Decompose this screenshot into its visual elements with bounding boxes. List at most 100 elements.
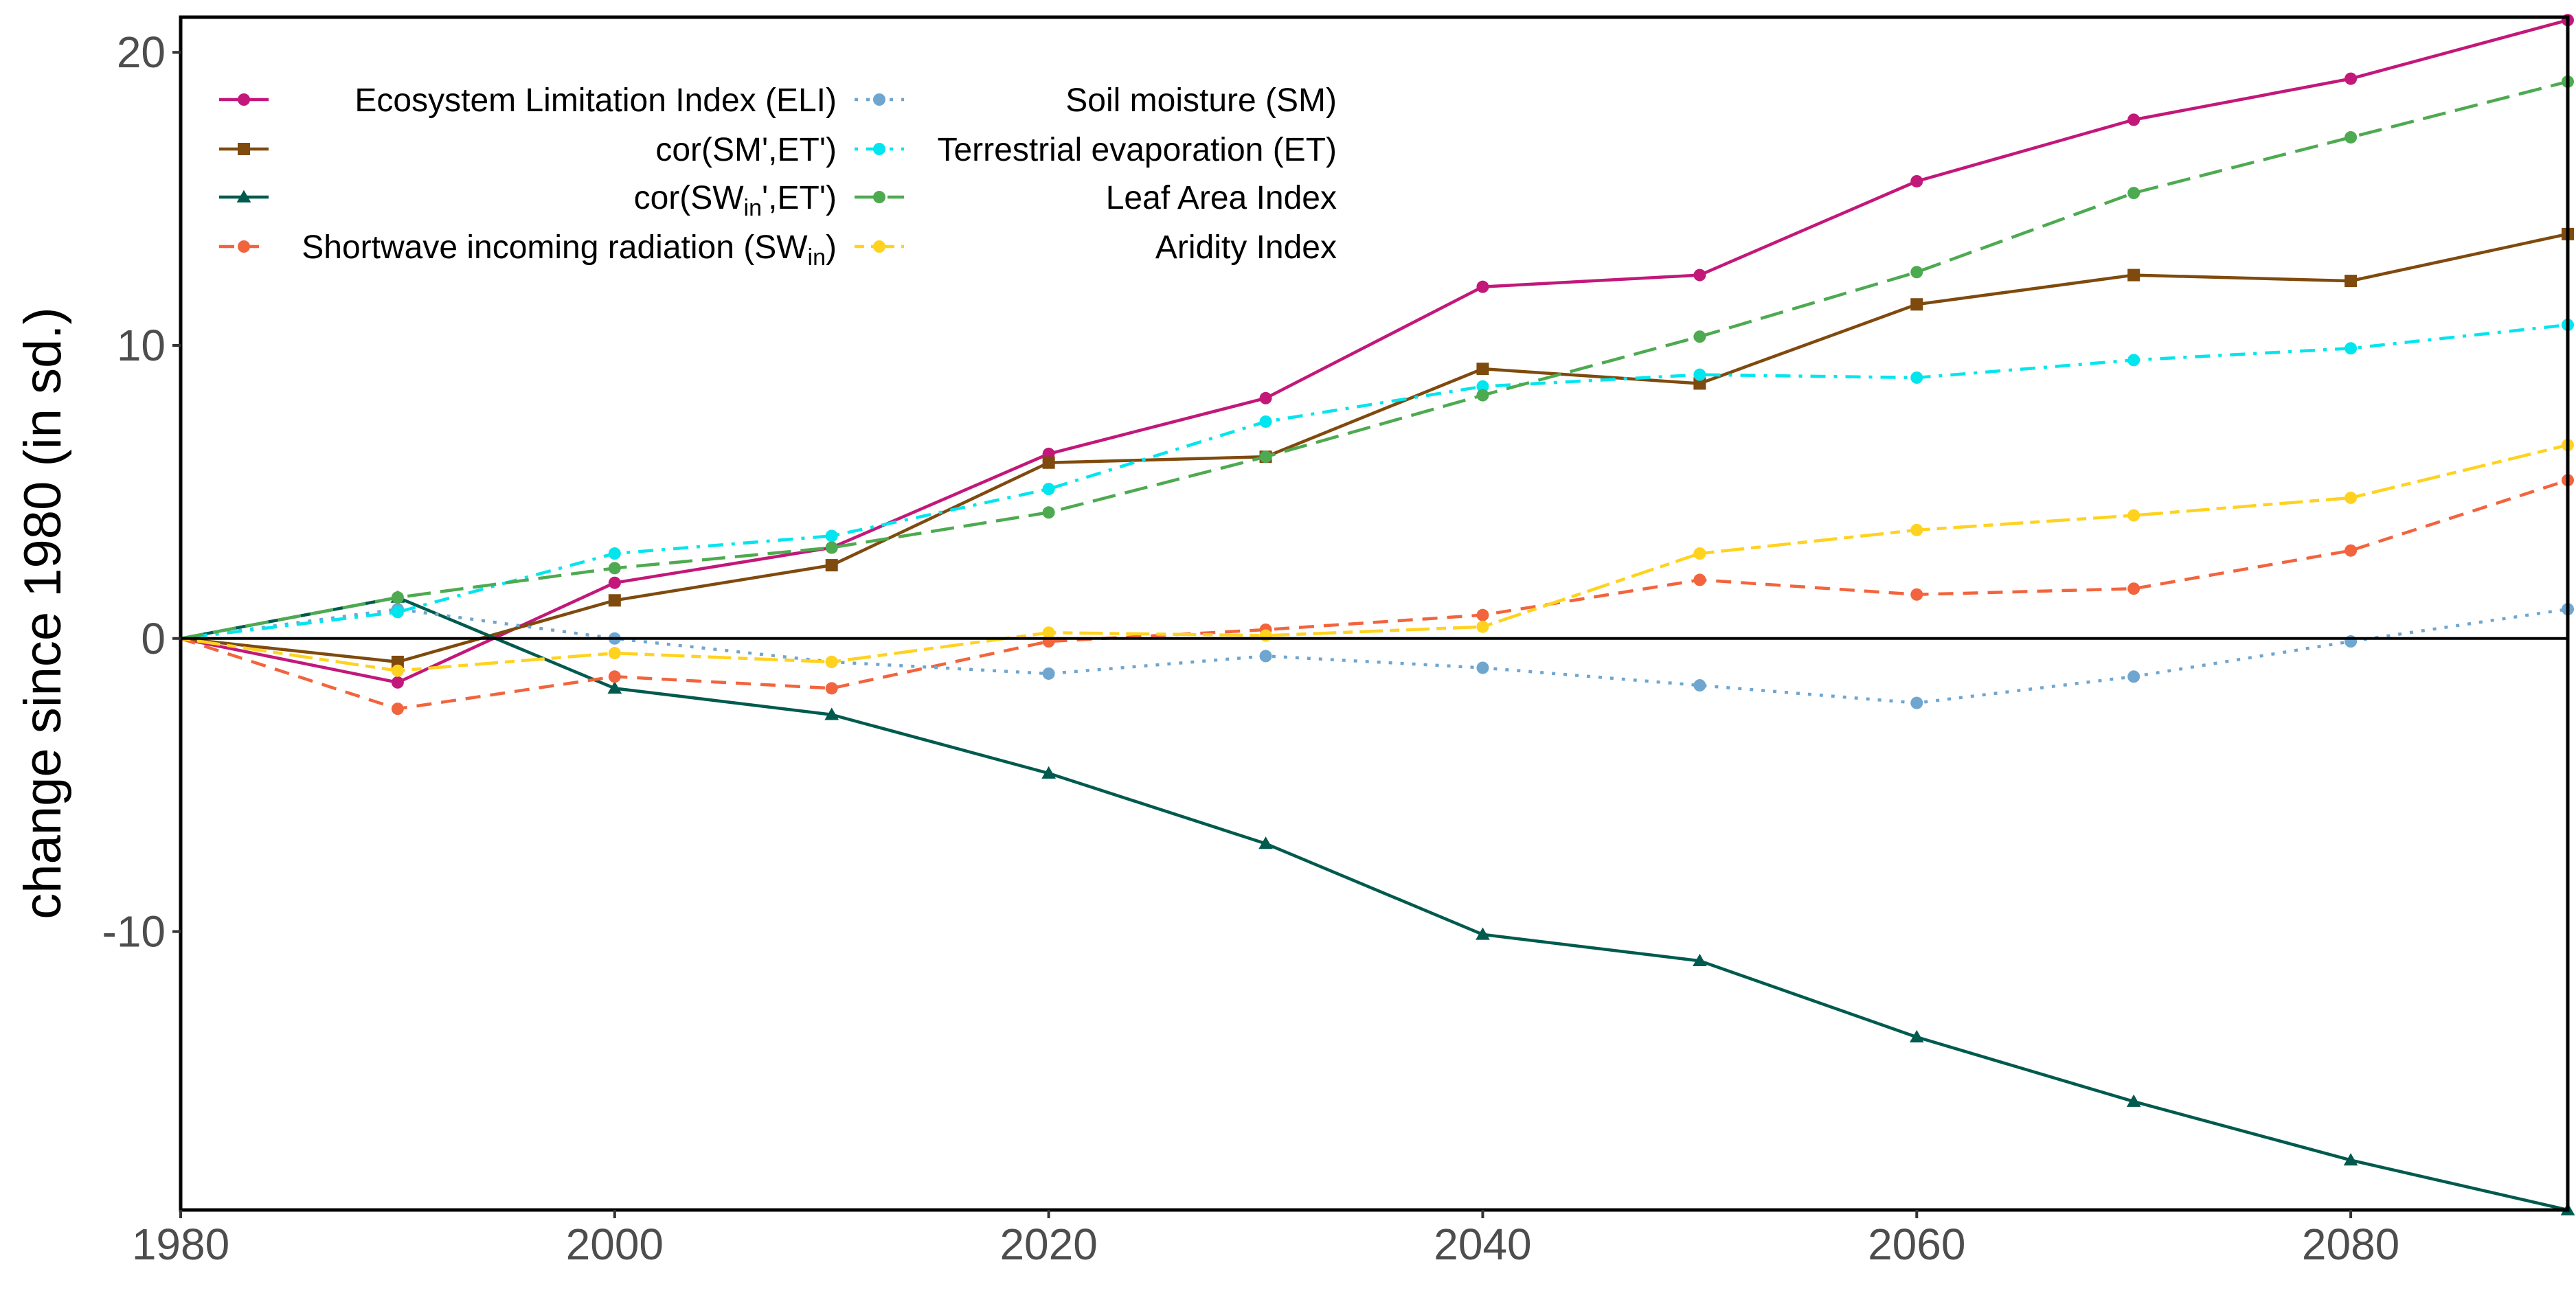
data-point <box>2345 342 2358 355</box>
y-tick-label: 20 <box>117 27 166 77</box>
y-tick-label: 0 <box>141 614 166 663</box>
data-point <box>391 676 404 689</box>
legend: Ecosystem Limitation Index (ELI) cor(SM',… <box>219 82 1337 271</box>
data-point <box>2345 130 2358 144</box>
data-point <box>1909 1029 1924 1042</box>
x-tick-label: 1980 <box>132 1220 229 1269</box>
data-point <box>391 655 404 668</box>
data-point <box>2127 582 2140 595</box>
data-point <box>1910 371 1923 384</box>
data-point <box>825 559 838 572</box>
data-point <box>1693 573 1706 586</box>
x-tick-label: 2020 <box>999 1220 1097 1269</box>
legend-item-aridity-index: Aridity Index <box>855 229 1337 266</box>
data-point <box>607 681 622 694</box>
data-point <box>1042 626 1055 639</box>
legend-item-leaf-area-index: Leaf Area Index <box>855 180 1337 216</box>
data-point <box>391 702 404 716</box>
data-point <box>2345 635 2358 648</box>
legend-key-marker <box>873 143 885 155</box>
data-point <box>1476 380 1489 393</box>
legend-label: Leaf Area Index <box>1106 180 1337 216</box>
data-point <box>1041 766 1056 779</box>
data-point <box>608 576 621 589</box>
legend-label: Ecosystem Limitation Index (ELI) <box>354 82 837 119</box>
data-point <box>1258 836 1273 849</box>
data-point <box>1042 506 1055 519</box>
x-tick-label: 2060 <box>1868 1220 1965 1269</box>
x-tick-label: 2080 <box>2302 1220 2399 1269</box>
legend-key-marker <box>238 143 250 155</box>
data-point <box>608 547 621 560</box>
y-tick-label: 10 <box>117 321 166 370</box>
series-aridity-index <box>180 439 2574 677</box>
legend-item-cor-sm-et: cor(SM',ET') <box>219 132 837 168</box>
data-point <box>391 606 404 619</box>
series-cor-swin-et <box>180 590 2575 1215</box>
data-point <box>1910 298 1923 311</box>
data-point <box>608 594 621 607</box>
legend-key-marker <box>873 240 885 253</box>
plot-panel <box>181 17 2568 1210</box>
legend-label: Aridity Index <box>1155 229 1337 266</box>
data-point <box>1259 629 1272 642</box>
y-tick-label: -10 <box>102 907 166 957</box>
legend-label: cor(SM',ET') <box>655 132 837 168</box>
series-line <box>180 232 2568 664</box>
data-point <box>1693 368 1706 381</box>
data-point <box>2345 275 2358 288</box>
legend-label: Terrestrial evaporation (ET) <box>937 132 1337 168</box>
data-point <box>2127 187 2140 200</box>
data-point <box>1693 679 1706 692</box>
series-terrestrial-evaporation-et <box>180 319 2574 641</box>
data-point <box>391 591 404 604</box>
series-cor-sm-et <box>180 227 2574 668</box>
legend-item-soil-moisture-sm: Soil moisture (SM) <box>855 82 1337 119</box>
data-point <box>1476 927 1490 940</box>
data-point <box>2127 113 2140 126</box>
data-point <box>608 647 621 660</box>
x-tick-label: 2040 <box>1434 1220 1531 1269</box>
data-point <box>2127 269 2140 282</box>
legend-key-marker <box>873 191 885 203</box>
data-point <box>2126 1094 2141 1107</box>
series-line <box>180 607 2568 705</box>
legend-item-terrestrial-evaporation-et: Terrestrial evaporation (ET) <box>855 132 1337 168</box>
data-point <box>1693 547 1706 560</box>
data-point <box>1910 588 1923 601</box>
data-point <box>608 670 621 683</box>
legend-label: Soil moisture (SM) <box>1065 82 1337 119</box>
data-point <box>1259 391 1272 404</box>
data-point <box>2127 670 2140 683</box>
data-point <box>1476 608 1489 621</box>
data-point <box>1693 269 1706 282</box>
data-point <box>1476 363 1489 376</box>
data-point <box>2127 354 2140 367</box>
series-line <box>180 19 2568 685</box>
legend-key-marker <box>873 93 885 106</box>
legend-label: cor(SWin',ET') <box>634 180 837 221</box>
series-line <box>180 595 2568 1212</box>
legend-item-shortwave-incoming-radiation-swin: Shortwave incoming radiation (SWin) <box>219 229 837 271</box>
axis-ticks: 1980 2000 2020 2040 2060 2080 -10 0 10 20 <box>102 27 2400 1269</box>
legend-item-ecosystem-limitation-index-eli: Ecosystem Limitation Index (ELI) <box>219 82 837 119</box>
data-point <box>2127 509 2140 522</box>
data-point <box>825 655 838 668</box>
series-line <box>180 479 2568 711</box>
data-point <box>825 682 838 695</box>
legend-key-marker <box>238 240 250 253</box>
data-point <box>1042 483 1055 496</box>
data-point <box>1693 377 1706 390</box>
data-point <box>2343 1153 2358 1166</box>
data-point <box>2345 544 2358 557</box>
data-point <box>1259 450 1272 464</box>
data-point <box>1910 266 1923 279</box>
data-point <box>391 664 404 677</box>
series-leaf-area-index <box>180 75 2574 640</box>
data-point <box>1259 415 1272 428</box>
data-point <box>1910 523 1923 536</box>
data-point <box>1910 696 1923 709</box>
data-point <box>1259 650 1272 663</box>
